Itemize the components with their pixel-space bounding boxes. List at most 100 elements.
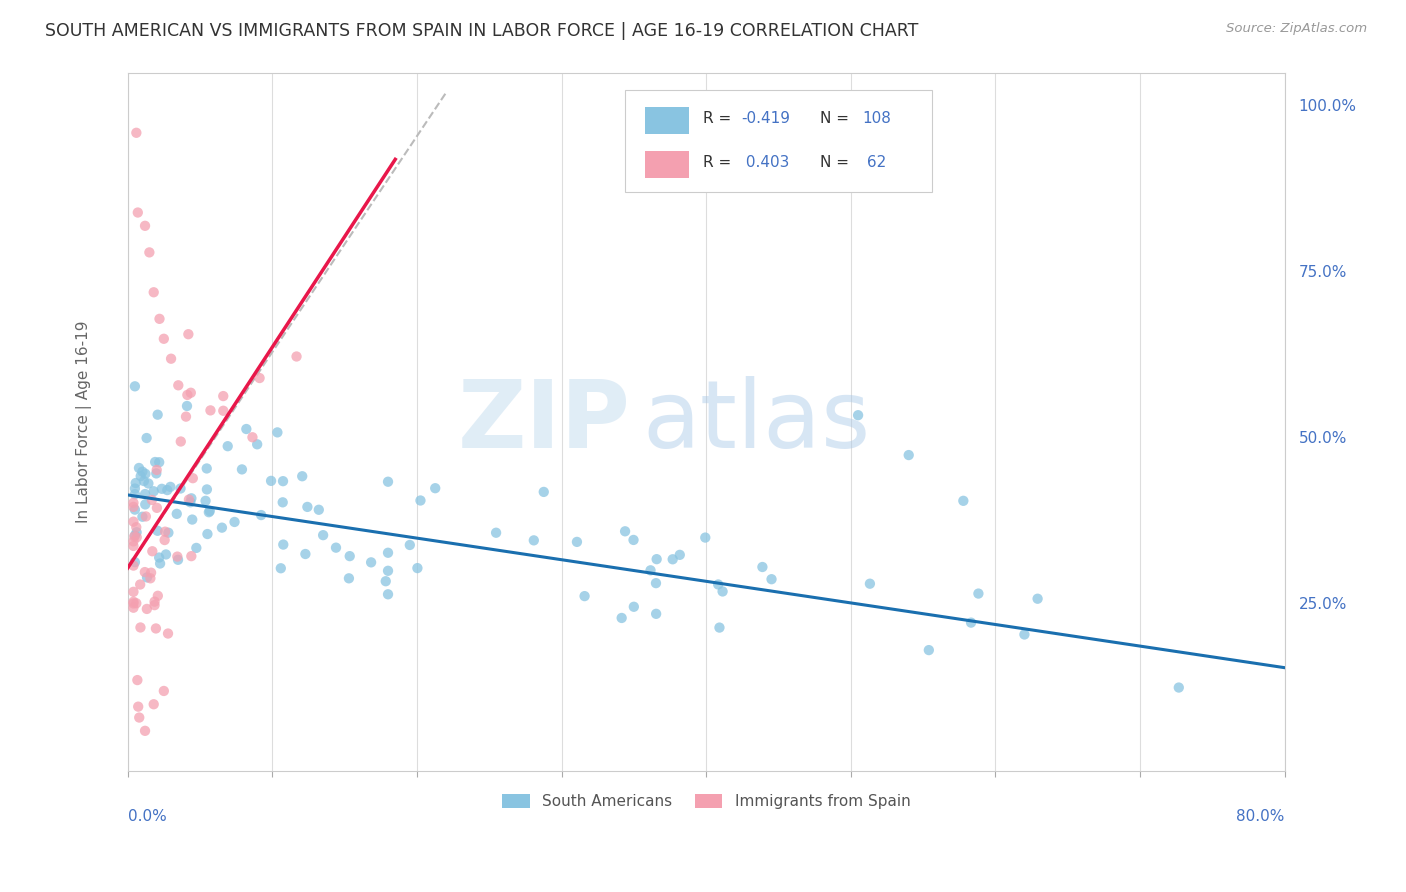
Text: N =: N = xyxy=(820,111,849,126)
Point xyxy=(523,533,546,548)
Text: -0.419: -0.419 xyxy=(741,111,790,126)
Text: N =: N = xyxy=(820,155,849,169)
Point xyxy=(960,615,983,630)
FancyBboxPatch shape xyxy=(626,90,932,192)
Point xyxy=(122,595,145,609)
Text: SOUTH AMERICAN VS IMMIGRANTS FROM SPAIN IN LABOR FORCE | AGE 16-19 CORRELATION C: SOUTH AMERICAN VS IMMIGRANTS FROM SPAIN … xyxy=(45,22,918,40)
Point xyxy=(707,577,730,591)
Text: R =: R = xyxy=(703,111,735,126)
Text: 25.0%: 25.0% xyxy=(1299,597,1347,612)
Point xyxy=(271,474,294,488)
Point xyxy=(377,564,399,578)
Point xyxy=(156,483,179,497)
Point xyxy=(291,469,314,483)
Point xyxy=(200,403,222,417)
Point xyxy=(645,552,668,566)
Point xyxy=(122,558,145,573)
Point xyxy=(160,351,183,366)
Point xyxy=(148,455,170,469)
Point xyxy=(180,491,202,506)
Point xyxy=(339,549,361,563)
Point xyxy=(153,332,176,346)
Point xyxy=(157,525,180,540)
Point xyxy=(337,571,360,585)
Point xyxy=(406,561,429,575)
Point xyxy=(751,560,773,574)
Point xyxy=(131,465,153,479)
Point xyxy=(129,577,152,591)
Point xyxy=(409,493,432,508)
Point xyxy=(235,422,257,436)
Point xyxy=(131,509,153,524)
Point xyxy=(211,521,233,535)
Point xyxy=(181,512,204,526)
Text: R =: R = xyxy=(703,155,735,169)
Point xyxy=(174,409,197,424)
Point xyxy=(859,576,882,591)
Point xyxy=(167,553,190,567)
Point xyxy=(271,538,294,552)
Point xyxy=(1014,627,1036,641)
Point xyxy=(122,534,145,549)
Text: 62: 62 xyxy=(862,155,887,169)
Point xyxy=(148,311,170,326)
Point xyxy=(623,533,645,547)
Point xyxy=(138,245,160,260)
Point xyxy=(297,500,319,514)
Point xyxy=(166,549,188,564)
Point xyxy=(148,550,170,565)
Point xyxy=(150,482,173,496)
Point xyxy=(134,219,156,233)
Legend: South Americans, Immigrants from Spain: South Americans, Immigrants from Spain xyxy=(496,788,917,815)
Point xyxy=(146,524,169,538)
Point xyxy=(134,565,156,579)
Point xyxy=(129,469,152,483)
Point xyxy=(285,350,308,364)
Point xyxy=(124,555,146,569)
Point xyxy=(134,723,156,738)
Text: Source: ZipAtlas.com: Source: ZipAtlas.com xyxy=(1226,22,1367,36)
Point xyxy=(135,509,157,524)
Point xyxy=(266,425,288,440)
Point xyxy=(623,599,645,614)
Point xyxy=(668,548,690,562)
Point xyxy=(122,600,145,615)
Point xyxy=(143,598,166,612)
Point xyxy=(127,699,149,714)
Point xyxy=(195,461,218,475)
Point xyxy=(125,520,148,534)
Point xyxy=(139,566,162,580)
Point xyxy=(217,439,239,453)
Point xyxy=(122,539,145,553)
Point xyxy=(181,471,204,485)
Point xyxy=(153,524,176,539)
Point xyxy=(761,572,783,586)
Point xyxy=(124,379,146,393)
Point xyxy=(246,437,269,451)
Point xyxy=(128,461,150,475)
Point xyxy=(846,408,869,422)
Point xyxy=(166,507,188,521)
Point xyxy=(574,589,596,603)
Point xyxy=(179,495,201,509)
Point xyxy=(129,620,152,634)
Point xyxy=(271,495,294,509)
Point xyxy=(312,528,335,542)
Point xyxy=(565,535,588,549)
Point xyxy=(170,434,193,449)
Point xyxy=(122,496,145,510)
Point xyxy=(134,497,156,511)
Text: 0.0%: 0.0% xyxy=(128,809,166,824)
Point xyxy=(122,515,145,529)
Point xyxy=(695,531,717,545)
Point xyxy=(180,549,202,563)
Point xyxy=(231,462,253,476)
Point xyxy=(135,602,157,616)
Point xyxy=(145,622,167,636)
Point xyxy=(141,492,163,507)
Point xyxy=(124,502,146,516)
Point xyxy=(709,621,731,635)
Point xyxy=(897,448,920,462)
Point xyxy=(143,594,166,608)
Bar xyxy=(645,107,689,134)
